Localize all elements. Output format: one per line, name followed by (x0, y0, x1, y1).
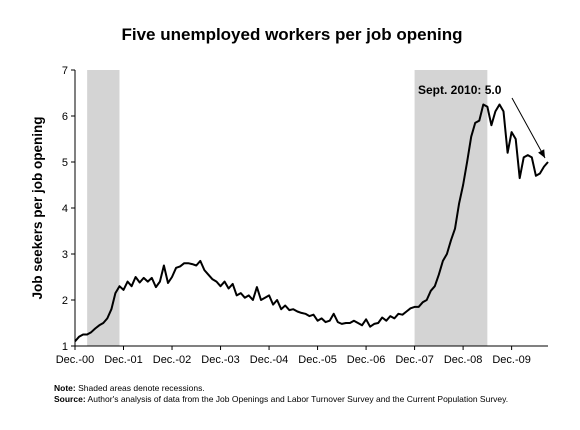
source-line: Source: Author's analysis of data from t… (54, 394, 509, 404)
x-tick-label: Dec.-06 (347, 354, 386, 366)
chart-notes: Note: Shaded areas denote recessions. So… (54, 383, 508, 405)
recession-band-2 (414, 70, 488, 346)
x-tick-label: Dec.-09 (492, 354, 531, 366)
y-tick-label: 1 (62, 341, 68, 353)
recession-band-1 (87, 70, 120, 346)
x-tick-label: Dec.-04 (250, 354, 289, 366)
y-axis-label: Job seekers per job opening (30, 116, 45, 299)
x-tick-label: Dec.-00 (56, 354, 95, 366)
y-tick-label: 6 (62, 111, 68, 123)
series-line (74, 103, 549, 343)
x-tick-label: Dec.-05 (298, 354, 337, 366)
note-line: Note: Shaded areas denote recessions. (54, 383, 205, 393)
x-tick-label: Dec.-08 (444, 354, 483, 366)
x-tick-label: Dec.-07 (395, 354, 434, 366)
y-tick-label: 7 (62, 65, 68, 77)
annotation-label: Sept. 2010: 5.0 (418, 83, 502, 97)
recession-shading (87, 70, 488, 346)
x-tick-label: Dec.-02 (153, 354, 192, 366)
y-tick-label: 3 (62, 249, 68, 261)
y-tick-label: 5 (62, 157, 68, 169)
chart-title: Five unemployed workers per job opening (121, 25, 462, 44)
y-tick-label: 2 (62, 295, 68, 307)
x-tick-label: Dec.-01 (104, 354, 143, 366)
x-axis-ticks: Dec.-00 Dec.-01 Dec.-02 Dec.-03 Dec.-04 Dec.-… (56, 346, 531, 366)
y-axis-ticks: 1 2 3 4 5 6 7 (62, 65, 75, 353)
annotation-arrowhead (538, 149, 545, 158)
annotation-arrow (511, 97, 546, 159)
x-tick-label: Dec.-03 (201, 354, 240, 366)
y-tick-label: 4 (62, 203, 68, 215)
